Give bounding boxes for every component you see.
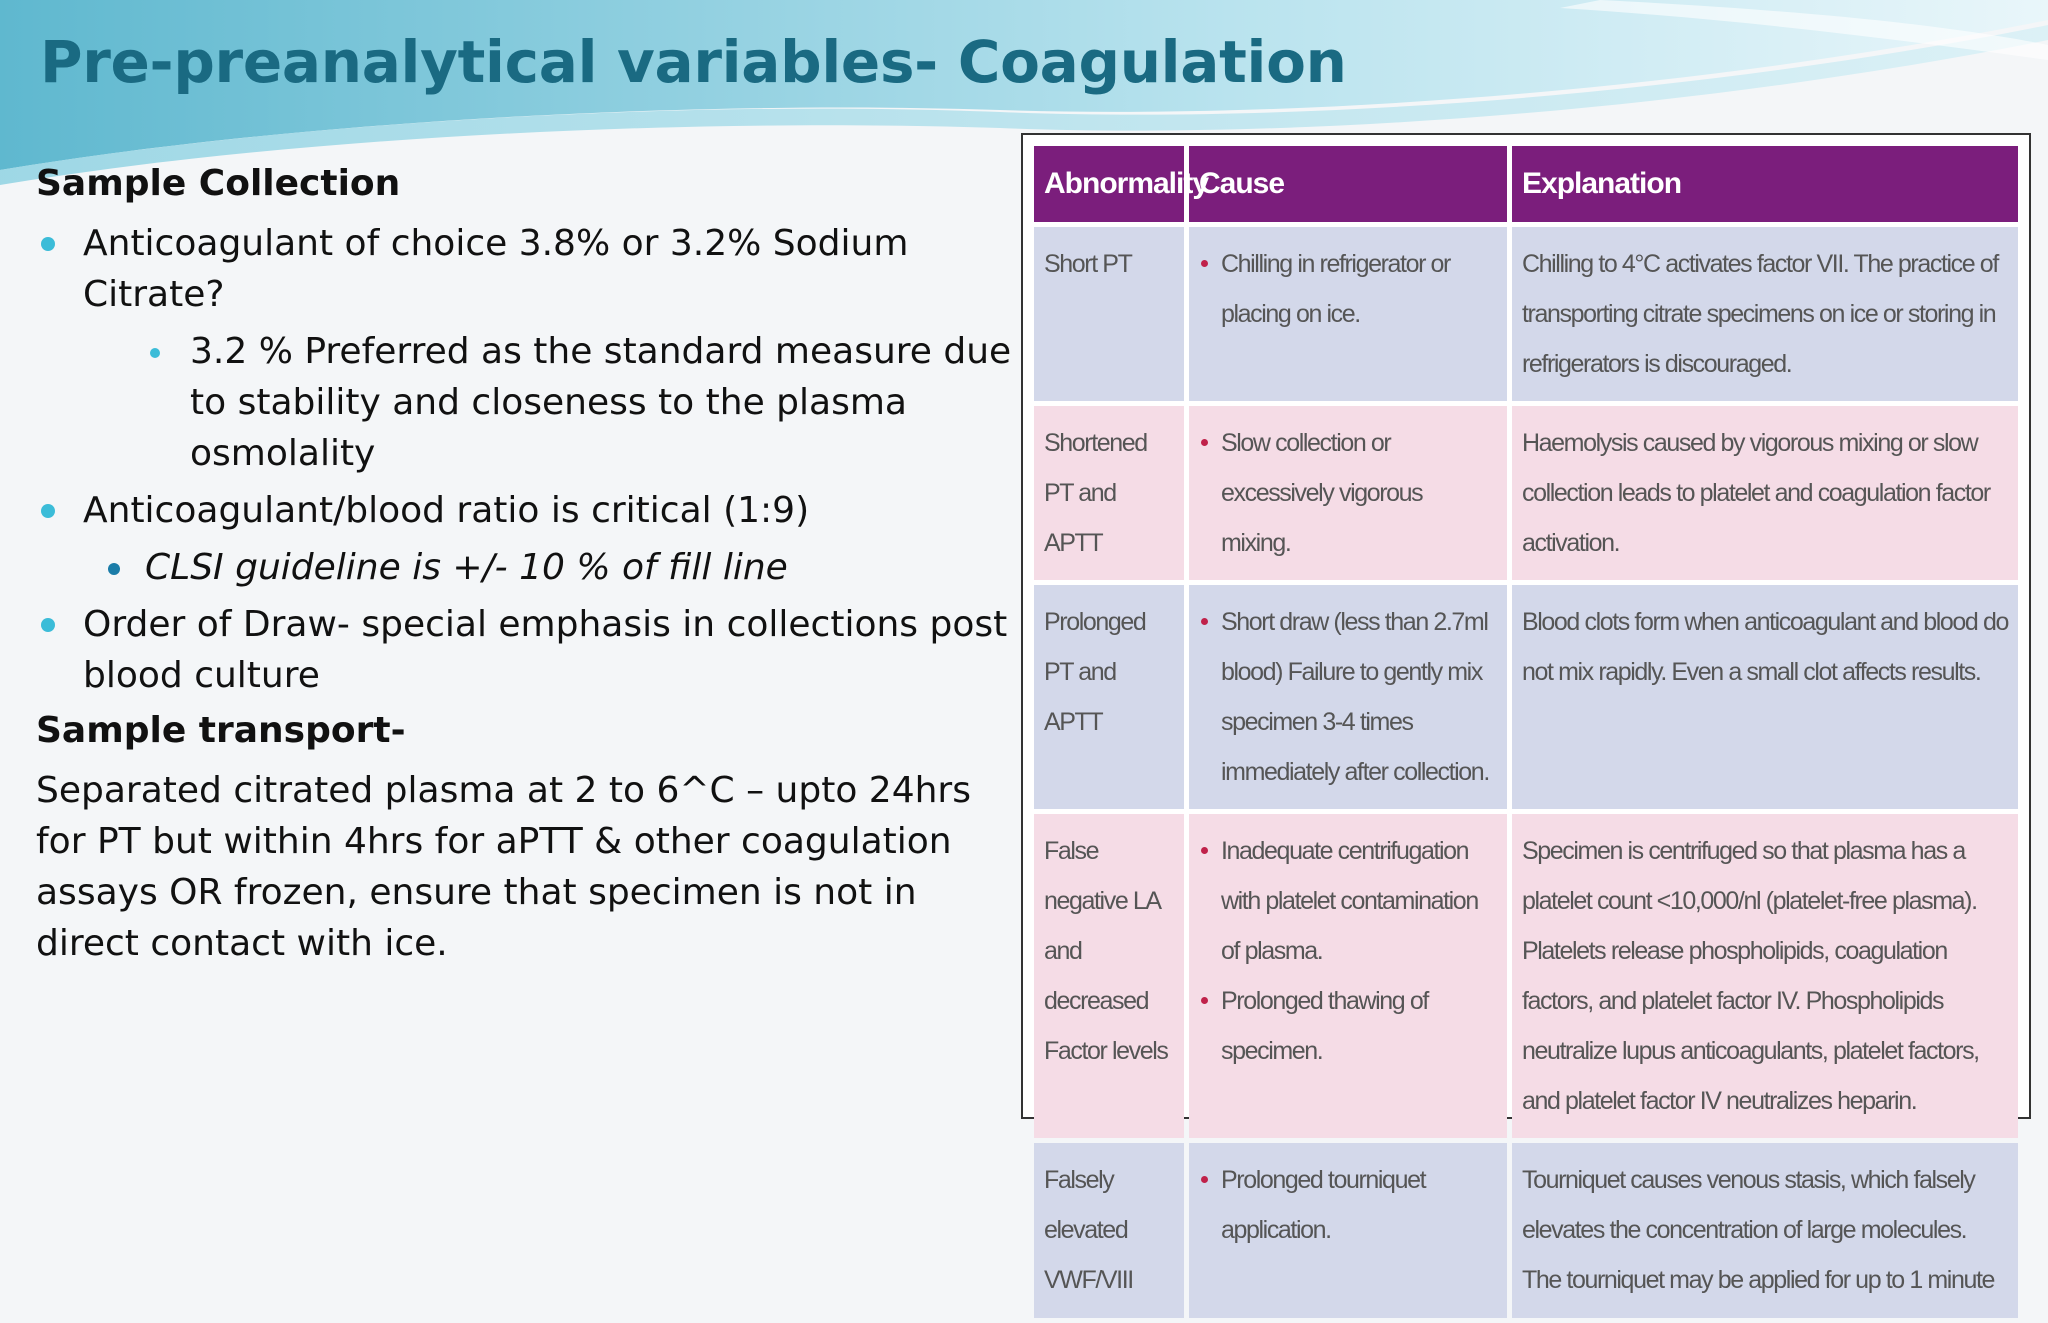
cell-abnormality: Falsely elevated VWF/VIII: [1034, 1143, 1184, 1318]
header-wave-decoration: [0, 0, 2048, 185]
bullet-anticoagulant-text: Anticoagulant of choice 3.8% or 3.2% Sod…: [83, 223, 909, 315]
bullet-order-text: Order of Draw- special emphasis in colle…: [83, 604, 1008, 696]
table-row: Short PT Chilling in refrigerator or pla…: [1034, 227, 2018, 401]
abnormality-table-image: Abnormality Cause Explanation Short PT C…: [1021, 133, 2031, 1318]
cell-explanation: Haemolysis caused by vigorous mixing or …: [1512, 406, 2018, 580]
cell-cause: Inadequate centrifugation with platelet …: [1189, 814, 1507, 1138]
cell-explanation: Chilling to 4°C activates factor VII. Th…: [1512, 227, 2018, 401]
bullet-dot-icon: [41, 618, 55, 632]
subbullet-clsi: CLSI guideline is +/- 10 % of fill line: [36, 542, 1016, 593]
table-row: Falsely elevated VWF/VIII Prolonged tour…: [1034, 1143, 2018, 1318]
header-cause: Cause: [1189, 146, 1507, 222]
bullet-order-of-draw: Order of Draw- special emphasis in colle…: [36, 599, 1016, 701]
subbullet-clsi-text: CLSI guideline is +/- 10 % of fill line: [145, 547, 788, 588]
header-abnormality: Abnormality: [1034, 146, 1209, 222]
table-row: Shortened PT and APTT Slow collection or…: [1034, 406, 2018, 580]
cell-abnormality: Shortened PT and APTT: [1034, 406, 1184, 580]
bullet-dot-icon: [150, 348, 160, 358]
bullet-anticoagulant: Anticoagulant of choice 3.8% or 3.2% Sod…: [36, 218, 1016, 320]
cell-cause: Prolonged tourniquet application.: [1189, 1143, 1507, 1318]
bullet-dot-icon: [108, 563, 120, 575]
left-content: Sample Collection Anticoagulant of choic…: [36, 160, 1016, 969]
cause-item: Chilling in refrigerator or placing on i…: [1199, 239, 1497, 339]
bullet-ratio-text: Anticoagulant/blood ratio is critical (1…: [83, 490, 810, 531]
table-row: Prolonged PT and APTT Short draw (less t…: [1034, 585, 2018, 809]
cell-explanation: Specimen is centrifuged so that plasma h…: [1512, 814, 2018, 1138]
header-explanation: Explanation: [1512, 146, 2018, 222]
cell-abnormality: Short PT: [1034, 227, 1184, 401]
cell-explanation: Blood clots form when anticoagulant and …: [1512, 585, 2018, 809]
cause-item: Prolonged thawing of specimen.: [1199, 976, 1497, 1076]
heading-sample-collection: Sample Collection: [36, 163, 401, 204]
cause-item: Inadequate centrifugation with platelet …: [1199, 826, 1497, 976]
subbullet-preferred: 3.2 % Preferred as the standard measure …: [36, 326, 1016, 479]
slide-title: Pre-preanalytical variables- Coagulation: [40, 28, 1347, 96]
cell-explanation: Tourniquet causes venous stasis, which f…: [1512, 1143, 2018, 1318]
cell-abnormality: False negative LA and decreased Factor l…: [1034, 814, 1184, 1138]
cell-cause: Chilling in refrigerator or placing on i…: [1189, 227, 1507, 401]
cause-item: Slow collection or excessively vigorous …: [1199, 418, 1497, 568]
bullet-dot-icon: [41, 504, 55, 518]
cell-cause: Slow collection or excessively vigorous …: [1189, 406, 1507, 580]
abnormality-table: Abnormality Cause Explanation Short PT C…: [1029, 141, 2023, 1323]
heading-sample-transport: Sample transport-: [36, 710, 406, 751]
cause-item: Short draw (less than 2.7ml blood) Failu…: [1199, 597, 1497, 797]
bullet-ratio: Anticoagulant/blood ratio is critical (1…: [36, 485, 1016, 536]
bullet-dot-icon: [41, 237, 55, 251]
table-row: False negative LA and decreased Factor l…: [1034, 814, 2018, 1138]
transport-paragraph: Separated citrated plasma at 2 to 6^C – …: [36, 770, 971, 964]
cell-abnormality: Prolonged PT and APTT: [1034, 585, 1184, 809]
subbullet-preferred-text: 3.2 % Preferred as the standard measure …: [190, 331, 1012, 474]
cell-cause: Short draw (less than 2.7ml blood) Failu…: [1189, 585, 1507, 809]
cause-item: Prolonged tourniquet application.: [1199, 1155, 1497, 1255]
